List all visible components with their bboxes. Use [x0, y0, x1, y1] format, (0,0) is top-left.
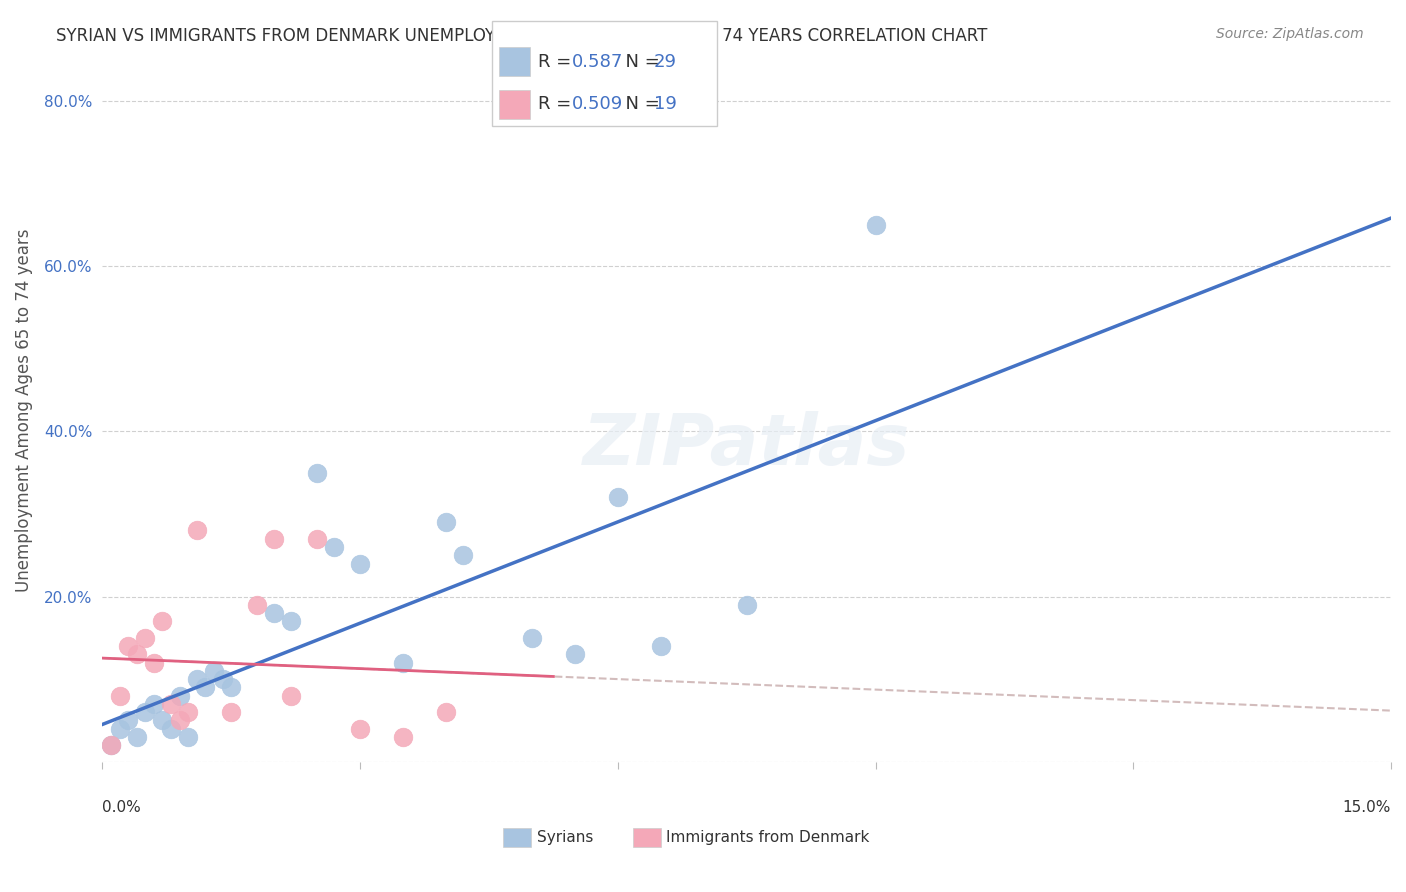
Point	[100, 738, 122, 752]
Point	[117, 639, 139, 653]
Point	[142, 656, 165, 670]
Point	[108, 689, 131, 703]
Text: Immigrants from Denmark: Immigrants from Denmark	[666, 830, 870, 845]
Point	[186, 524, 208, 538]
Point	[735, 598, 758, 612]
Point	[263, 532, 285, 546]
Point	[219, 681, 242, 695]
Point	[865, 218, 887, 232]
Point	[263, 606, 285, 620]
Point	[280, 615, 302, 629]
Point	[142, 697, 165, 711]
Point	[606, 491, 628, 505]
Point	[451, 548, 474, 562]
Text: Source: ZipAtlas.com: Source: ZipAtlas.com	[1216, 27, 1364, 41]
Point	[564, 648, 586, 662]
Point	[246, 598, 269, 612]
Point	[434, 705, 457, 719]
Point	[194, 681, 217, 695]
Text: 29: 29	[654, 53, 676, 70]
Point	[349, 557, 371, 571]
Point	[211, 672, 233, 686]
Text: ZIPatlas: ZIPatlas	[583, 411, 910, 480]
Text: N =: N =	[614, 53, 666, 70]
Text: N =: N =	[614, 95, 666, 113]
Point	[152, 714, 174, 728]
Point	[134, 631, 156, 645]
Point	[392, 730, 415, 744]
Point	[177, 730, 200, 744]
Point	[392, 656, 415, 670]
Point	[186, 672, 208, 686]
Point	[280, 689, 302, 703]
Point	[134, 705, 156, 719]
Point	[125, 648, 148, 662]
Text: 15.0%: 15.0%	[1343, 800, 1391, 815]
Text: SYRIAN VS IMMIGRANTS FROM DENMARK UNEMPLOYMENT AMONG AGES 65 TO 74 YEARS CORRELA: SYRIAN VS IMMIGRANTS FROM DENMARK UNEMPL…	[56, 27, 987, 45]
Point	[307, 466, 329, 480]
Text: R =: R =	[538, 95, 578, 113]
Point	[177, 705, 200, 719]
Point	[160, 697, 183, 711]
Text: 0.509: 0.509	[572, 95, 623, 113]
Point	[108, 722, 131, 736]
Point	[650, 639, 672, 653]
Y-axis label: Unemployment Among Ages 65 to 74 years: Unemployment Among Ages 65 to 74 years	[15, 229, 32, 592]
Point	[520, 631, 543, 645]
Text: 19: 19	[654, 95, 676, 113]
Point	[202, 664, 225, 678]
Point	[349, 722, 371, 736]
Point	[125, 730, 148, 744]
Point	[434, 515, 457, 529]
Point	[160, 722, 183, 736]
Point	[307, 532, 329, 546]
Point	[219, 705, 242, 719]
Point	[100, 738, 122, 752]
Point	[323, 540, 346, 554]
Point	[117, 714, 139, 728]
Point	[152, 615, 174, 629]
Text: 0.587: 0.587	[572, 53, 624, 70]
Text: 0.0%: 0.0%	[103, 800, 141, 815]
Text: Syrians: Syrians	[537, 830, 593, 845]
Text: R =: R =	[538, 53, 578, 70]
Point	[169, 689, 191, 703]
Point	[169, 714, 191, 728]
